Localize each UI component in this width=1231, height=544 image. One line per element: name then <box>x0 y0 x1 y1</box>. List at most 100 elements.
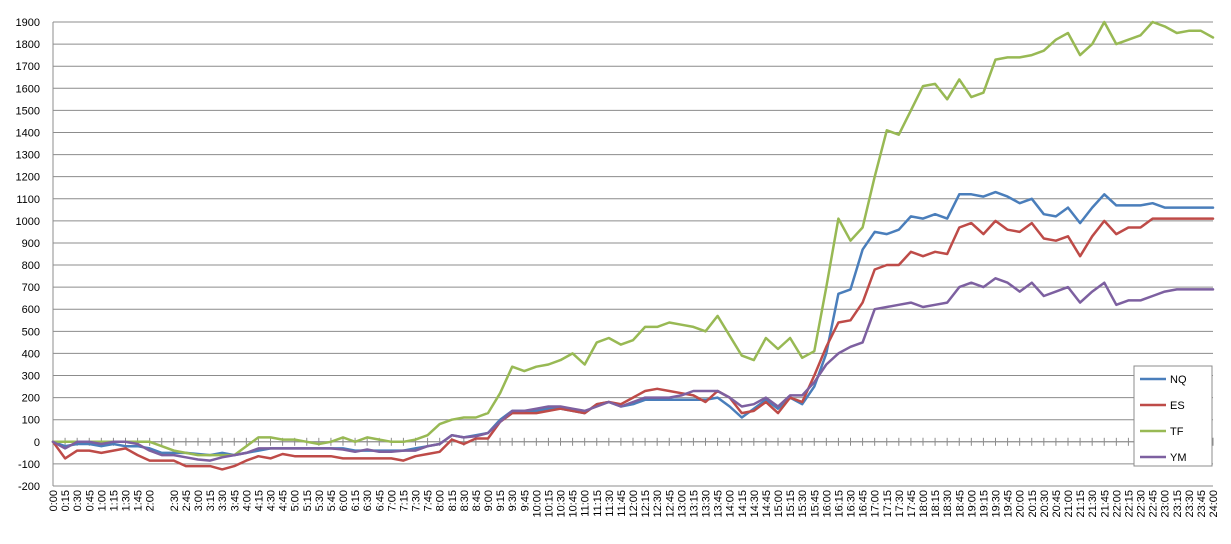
x-tick-label: 7:30 <box>411 490 423 511</box>
x-tick-label: 10:00 <box>531 490 543 518</box>
x-tick-label: 17:30 <box>894 490 906 518</box>
x-tick-label: 12:45 <box>664 490 676 518</box>
y-tick-label: 1200 <box>16 172 40 184</box>
x-tick-label: 1:15 <box>108 490 120 511</box>
x-tick-label: 5:15 <box>302 490 314 511</box>
y-tick-label: 500 <box>22 326 40 338</box>
x-tick-label: 14:30 <box>749 490 761 518</box>
x-tick-label: 17:45 <box>906 490 918 518</box>
y-tick-label: 1800 <box>16 39 40 51</box>
x-tick-label: 15:15 <box>785 490 797 518</box>
x-tick-label: 4:00 <box>241 490 253 511</box>
x-tick-label: 13:00 <box>676 490 688 518</box>
x-tick-label: 6:30 <box>362 490 374 511</box>
x-tick-label: 21:45 <box>1099 490 1111 518</box>
x-tick-label: 21:00 <box>1063 490 1075 518</box>
x-tick-label: 3:30 <box>217 490 229 511</box>
x-tick-label: 20:00 <box>1015 490 1027 518</box>
x-tick-label: 12:30 <box>652 490 664 518</box>
x-tick-label: 11:00 <box>580 490 592 517</box>
y-tick-label: 400 <box>22 348 40 360</box>
x-tick-label: 11:15 <box>592 490 604 517</box>
x-tick-label: 13:45 <box>713 490 725 518</box>
x-tick-label: 1:00 <box>96 490 108 511</box>
y-tick-label: 1900 <box>16 17 40 29</box>
x-tick-label: 7:00 <box>386 490 398 511</box>
x-tick-label: 6:45 <box>374 490 386 511</box>
legend-label-ym: YM <box>1170 452 1187 464</box>
y-tick-label: 1000 <box>16 216 40 228</box>
y-tick-label: 700 <box>22 282 40 294</box>
x-tick-label: 4:45 <box>278 490 290 511</box>
x-tick-label: 4:15 <box>253 490 265 511</box>
x-tick-label: 12:15 <box>640 490 652 518</box>
x-tick-label: 8:00 <box>435 490 447 511</box>
x-tick-label: 11:45 <box>616 490 628 517</box>
x-tick-label: 13:30 <box>701 490 713 518</box>
x-tick-label: 23:45 <box>1196 490 1208 518</box>
y-tick-label: 1600 <box>16 83 40 95</box>
x-tick-label: 19:45 <box>1003 490 1015 518</box>
legend-label-nq: NQ <box>1170 374 1187 386</box>
x-tick-label: 8:15 <box>447 490 459 511</box>
series-line-ym <box>51 277 1215 462</box>
series-line-tf <box>51 20 1215 457</box>
x-tick-label: 10:45 <box>568 490 580 518</box>
x-tick-label: 22:30 <box>1136 490 1148 518</box>
x-tick-label: 11:30 <box>604 490 616 517</box>
x-tick-label: 19:00 <box>966 490 978 518</box>
x-tick-label: 21:15 <box>1075 490 1087 518</box>
y-tick-label: -200 <box>18 481 40 493</box>
x-tick-label: 3:00 <box>193 490 205 511</box>
legend-label-es: ES <box>1170 400 1185 412</box>
y-tick-label: 800 <box>22 260 40 272</box>
x-tick-label: 9:30 <box>507 490 519 511</box>
x-tick-label: 2:00 <box>145 490 157 511</box>
x-tick-label: 6:00 <box>338 490 350 511</box>
x-tick-label: 2:45 <box>181 490 193 511</box>
x-tick-label: 22:00 <box>1111 490 1123 518</box>
x-tick-labels: 0:00 0:15 0:30 0:45 1:00 1:15 1:30 1:45 2:00 2:30… <box>48 490 1220 518</box>
x-tick-label: 17:00 <box>870 490 882 518</box>
x-tick-label: 16:15 <box>833 490 845 518</box>
x-tick-label: 22:15 <box>1123 490 1135 518</box>
x-tick-label: 16:00 <box>821 490 833 518</box>
x-tick-label: 14:15 <box>737 490 749 518</box>
x-tick-label: 12:00 <box>628 490 640 518</box>
y-tick-labels: -200 -100 0 100 200 300 400 500 600 700 800 900 1000… <box>16 17 40 493</box>
x-tick-label: 1:45 <box>133 490 145 511</box>
x-tick-label: 8:30 <box>459 490 471 511</box>
x-tick-label: 15:30 <box>797 490 809 518</box>
x-tick-label: 15:00 <box>773 490 785 518</box>
x-tick-label: 9:45 <box>519 490 531 511</box>
x-tick-label: 15:45 <box>809 490 821 518</box>
y-tick-label: 1700 <box>16 61 40 73</box>
y-tick-label: 900 <box>22 238 40 250</box>
x-tick-label: 1:30 <box>121 490 133 511</box>
legend-label-tf: TF <box>1170 426 1184 438</box>
x-tick-label: 14:00 <box>725 490 737 518</box>
x-tick-label: 13:15 <box>688 490 700 518</box>
legend-box <box>1133 365 1213 467</box>
x-tick-label: 14:45 <box>761 490 773 518</box>
x-tick-label: 5:45 <box>326 490 338 511</box>
series-lines <box>51 20 1215 471</box>
x-tick-label: 21:30 <box>1087 490 1099 518</box>
y-tick-label: 600 <box>22 304 40 316</box>
x-tick-label: 16:45 <box>858 490 870 518</box>
x-tick-label: 7:15 <box>398 490 410 511</box>
y-tick-label: 300 <box>22 371 40 383</box>
x-tick-label: 22:45 <box>1148 490 1160 518</box>
x-tick-label: 5:00 <box>290 490 302 511</box>
x-tick-label: 24:00 <box>1208 490 1220 518</box>
y-tick-label: 100 <box>22 415 40 427</box>
x-tick-label: 9:00 <box>483 490 495 511</box>
x-tick-label: 6:15 <box>350 490 362 511</box>
y-tick-label: 1100 <box>16 194 40 206</box>
x-tick-label: 23:30 <box>1184 490 1196 518</box>
x-tick-label: 3:15 <box>205 490 217 511</box>
x-tick-label: 0:45 <box>84 490 96 511</box>
x-tick-label: 20:45 <box>1051 490 1063 518</box>
